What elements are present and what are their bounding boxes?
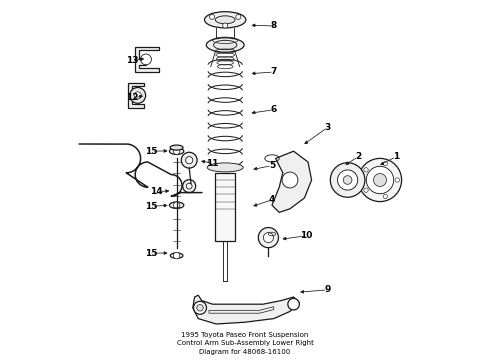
- Circle shape: [373, 174, 387, 186]
- Text: 1: 1: [393, 152, 399, 161]
- Circle shape: [186, 157, 193, 164]
- Text: 3: 3: [324, 123, 330, 132]
- Circle shape: [367, 166, 393, 194]
- Text: 10: 10: [300, 231, 313, 240]
- Text: 13: 13: [126, 56, 139, 65]
- Text: 15: 15: [145, 147, 158, 156]
- Polygon shape: [272, 151, 312, 212]
- Ellipse shape: [207, 163, 243, 172]
- Text: 9: 9: [324, 285, 331, 294]
- Text: 2: 2: [355, 152, 362, 161]
- Ellipse shape: [170, 148, 184, 154]
- Polygon shape: [215, 173, 235, 241]
- Circle shape: [263, 233, 273, 243]
- Circle shape: [130, 87, 146, 103]
- Circle shape: [364, 188, 368, 192]
- Text: 14: 14: [150, 187, 163, 196]
- Circle shape: [222, 23, 228, 28]
- Circle shape: [236, 14, 241, 19]
- Text: 6: 6: [270, 105, 277, 114]
- Circle shape: [258, 228, 278, 248]
- Circle shape: [210, 14, 215, 19]
- Circle shape: [186, 183, 192, 189]
- Text: 11: 11: [206, 158, 218, 167]
- Text: 5: 5: [269, 161, 275, 170]
- Text: 8: 8: [270, 21, 277, 30]
- Polygon shape: [128, 83, 144, 108]
- Ellipse shape: [171, 253, 183, 258]
- Circle shape: [343, 176, 352, 184]
- Ellipse shape: [215, 16, 235, 24]
- Circle shape: [173, 202, 180, 208]
- Text: 15: 15: [145, 202, 158, 211]
- Circle shape: [141, 54, 151, 65]
- Circle shape: [173, 252, 180, 259]
- Circle shape: [181, 152, 197, 168]
- Polygon shape: [193, 295, 299, 324]
- Ellipse shape: [206, 38, 244, 52]
- Circle shape: [288, 298, 299, 310]
- Circle shape: [338, 170, 358, 190]
- Polygon shape: [135, 47, 159, 72]
- Text: 7: 7: [270, 68, 277, 77]
- Circle shape: [183, 180, 196, 193]
- Ellipse shape: [204, 12, 246, 28]
- Circle shape: [364, 168, 368, 172]
- Text: 1995 Toyota Paseo Front Suspension
Control Arm Sub-Assembly Lower Right
Diagram : 1995 Toyota Paseo Front Suspension Contr…: [176, 332, 314, 355]
- Ellipse shape: [170, 145, 183, 150]
- Circle shape: [197, 305, 203, 311]
- Circle shape: [134, 92, 141, 99]
- Ellipse shape: [214, 40, 237, 50]
- Circle shape: [282, 172, 298, 188]
- Circle shape: [383, 161, 388, 166]
- Text: 12: 12: [126, 94, 139, 102]
- Circle shape: [383, 194, 388, 199]
- Circle shape: [395, 178, 399, 182]
- Ellipse shape: [170, 202, 184, 208]
- Circle shape: [330, 163, 365, 197]
- Circle shape: [358, 158, 402, 202]
- Circle shape: [194, 301, 206, 314]
- Text: 15: 15: [145, 248, 158, 258]
- Text: 4: 4: [269, 195, 275, 204]
- Circle shape: [173, 148, 180, 154]
